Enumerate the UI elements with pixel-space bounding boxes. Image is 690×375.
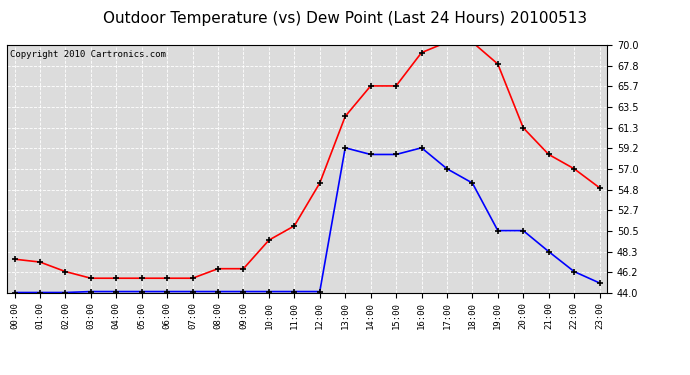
Text: Copyright 2010 Cartronics.com: Copyright 2010 Cartronics.com xyxy=(10,50,166,59)
Text: Outdoor Temperature (vs) Dew Point (Last 24 Hours) 20100513: Outdoor Temperature (vs) Dew Point (Last… xyxy=(103,11,587,26)
